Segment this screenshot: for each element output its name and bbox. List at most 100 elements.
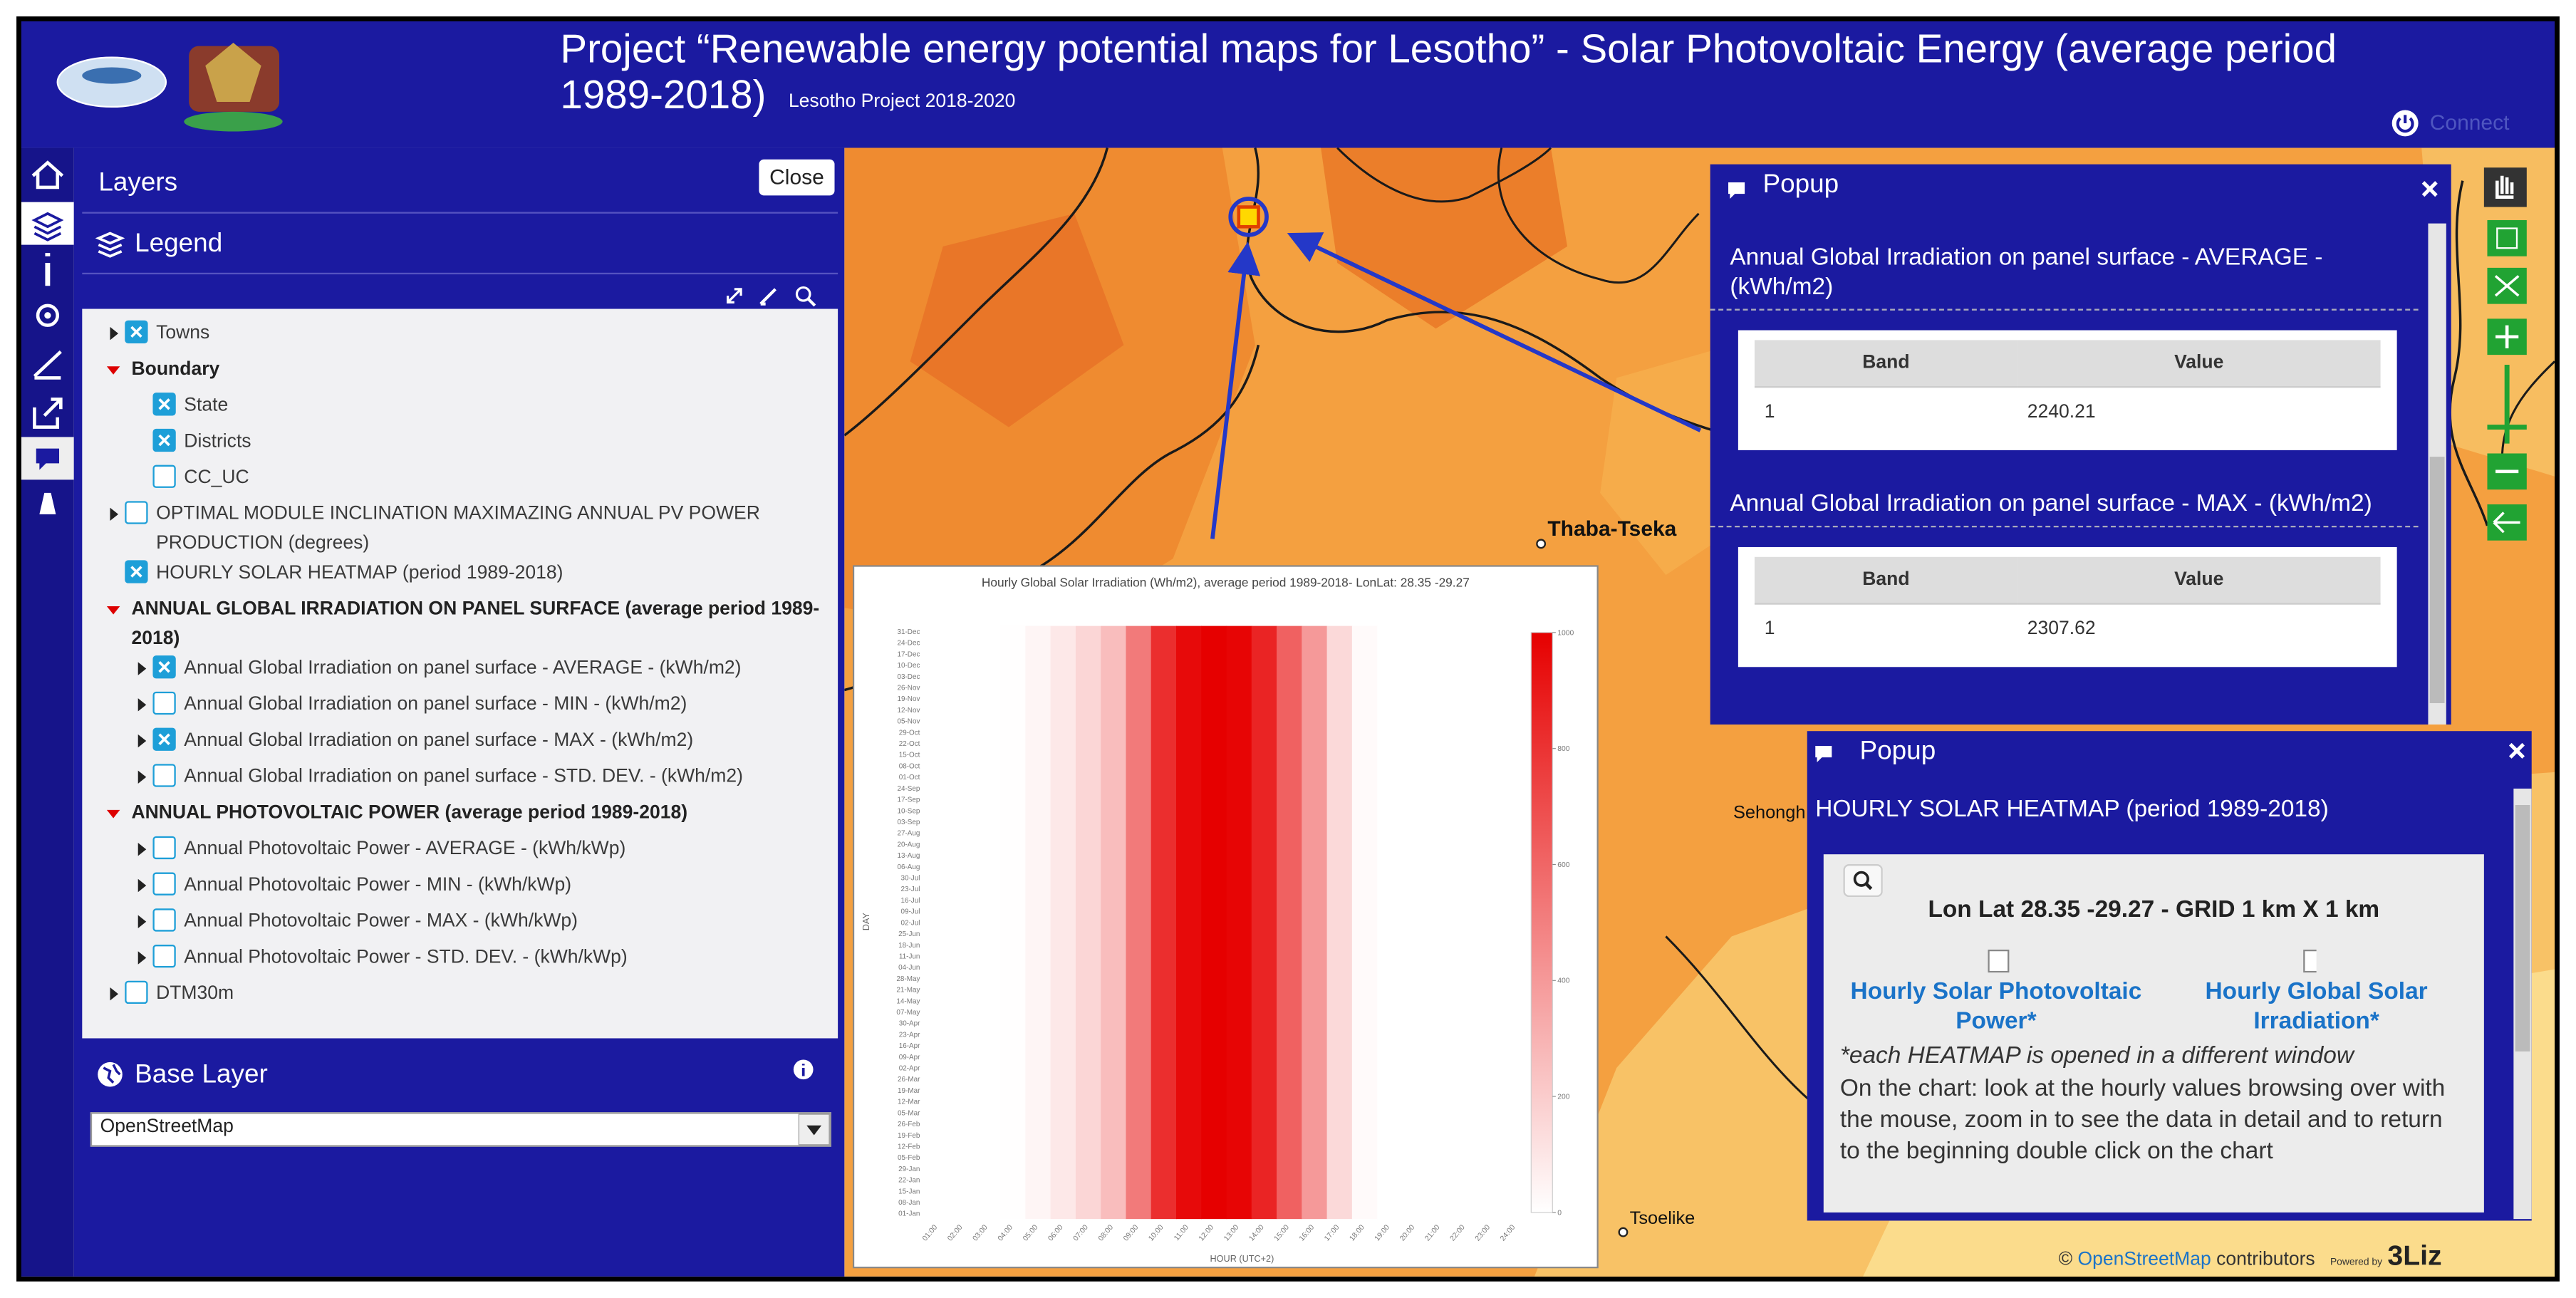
share-icon[interactable]: [33, 398, 63, 429]
popup-close[interactable]: [2508, 742, 2525, 759]
checkbox[interactable]: [125, 560, 148, 583]
connect-icon-glyph: [2396, 115, 2414, 133]
expander[interactable]: [135, 654, 152, 684]
layer-row: Towns: [107, 318, 838, 355]
checkbox[interactable]: [152, 428, 176, 452]
checkbox[interactable]: [152, 945, 176, 968]
expand-all-icon[interactable]: [726, 288, 742, 303]
zoom-button[interactable]: [1843, 864, 1883, 898]
layer-row: Annual Global Irradiation on panel surfa…: [135, 726, 838, 762]
layer-label: ANNUAL GLOBAL IRRADIATION ON PANEL SURFA…: [131, 599, 820, 649]
subtitle: Lesotho Project 2018-2020: [788, 92, 1016, 112]
checkbox[interactable]: [152, 691, 176, 715]
layer-label: ANNUAL PHOTOVOLTAIC POWER (average perio…: [131, 803, 688, 824]
expander[interactable]: [106, 595, 125, 625]
info-icon[interactable]: [792, 1058, 815, 1081]
y-tick-label: 29-Jan: [898, 1165, 920, 1173]
checkbox[interactable]: [152, 764, 176, 787]
y-tick-label: 09-Apr: [899, 1054, 920, 1061]
check-mark: [158, 733, 170, 745]
expander[interactable]: [107, 318, 125, 348]
column-header: Band: [1754, 556, 2017, 604]
layer-label: Annual Global Irradiation on panel surfa…: [184, 658, 742, 679]
checkbox[interactable]: [125, 501, 148, 524]
result-table: Band Value 1 2240.21: [1754, 340, 2381, 437]
expander[interactable]: [106, 799, 125, 829]
measure-icon[interactable]: [33, 350, 62, 380]
check-cross: [158, 398, 170, 410]
scrollbar-thumb[interactable]: [2515, 804, 2530, 1052]
layer-label: DTM30m: [156, 984, 234, 1004]
heatmap-link[interactable]: Hourly Solar Photovoltaic Power*: [1850, 979, 2142, 1035]
expander[interactable]: [106, 355, 125, 385]
expander[interactable]: [135, 835, 152, 865]
osm-link[interactable]: OpenStreetMap: [2077, 1250, 2211, 1270]
checkbox[interactable]: [125, 980, 148, 1004]
heatmap-link[interactable]: Hourly Global Solar Irradiation*: [2205, 979, 2428, 1035]
layers-icon-active[interactable]: [21, 202, 74, 245]
y-tick-label: 12-Nov: [897, 707, 920, 715]
layer-row: Districts: [135, 427, 838, 464]
checkbox[interactable]: [152, 464, 176, 488]
expander[interactable]: [135, 762, 152, 792]
expander[interactable]: [107, 979, 125, 1009]
brand[interactable]: 3Liz: [2387, 1240, 2442, 1272]
zoom-slider[interactable]: [2487, 364, 2527, 444]
checkbox[interactable]: [152, 836, 176, 860]
y-tick-label: 30-Apr: [899, 1020, 920, 1028]
layer-label: Annual Photovoltaic Power - STD. DEV. - …: [184, 947, 628, 968]
close-button[interactable]: Close: [759, 159, 835, 196]
y-tick-label: 18-Jun: [898, 942, 920, 950]
x-axis-label: HOUR (UTC+2): [1210, 1254, 1274, 1264]
select-arrow[interactable]: [798, 1113, 830, 1146]
layer-row: HOURLY SOLAR HEATMAP (period 1989-2018): [107, 559, 838, 595]
y-tick-label: 10-Dec: [897, 662, 920, 670]
home-icon[interactable]: [31, 160, 64, 189]
heat-column: [1452, 625, 1478, 1220]
globe-glyph: [103, 1064, 121, 1084]
edit-icon[interactable]: [759, 288, 777, 306]
heat-column: [1226, 625, 1252, 1220]
checkbox[interactable]: [152, 872, 176, 895]
expander[interactable]: [107, 499, 125, 529]
base-layer-select[interactable]: [90, 1112, 831, 1147]
zoom-icon[interactable]: [795, 286, 811, 302]
heat-column: [1326, 625, 1353, 1220]
clicked-point[interactable]: [1237, 205, 1260, 229]
y-tick-label: 24-Sep: [897, 785, 920, 793]
icon-bar: [21, 147, 74, 1277]
colorbar-tick-label: 0: [1557, 1209, 1562, 1217]
connect-icon[interactable]: [2390, 108, 2420, 138]
y-tick-label: 19-Feb: [898, 1132, 920, 1140]
y-tick-label: 13-Aug: [897, 852, 920, 860]
connect-link[interactable]: Connect: [2429, 110, 2510, 135]
checkbox[interactable]: [152, 393, 176, 416]
scrollbar-thumb[interactable]: [2429, 457, 2445, 704]
zoom-box-button[interactable]: [2487, 220, 2527, 256]
checkbox[interactable]: [152, 655, 176, 679]
result-box: Band Value 1 2240.21: [1738, 330, 2397, 450]
popup: Popup Annual Global Irradiation on panel…: [1710, 164, 2451, 725]
popup-close[interactable]: [2421, 181, 2438, 197]
icon-bar-icons: [21, 160, 74, 514]
locate-icon[interactable]: [36, 303, 60, 327]
zoom-extent-icon: [2494, 275, 2520, 297]
y-tick-label: 24-Dec: [897, 640, 920, 648]
y-tick-label: 30-Jul: [900, 875, 920, 883]
check-cross: [158, 434, 170, 447]
road-icon[interactable]: [39, 492, 56, 514]
y-tick-label: 28-May: [896, 975, 920, 983]
heat-column: [1075, 625, 1101, 1220]
y-tick-label: 12-Mar: [898, 1099, 920, 1106]
checkbox[interactable]: [152, 908, 176, 932]
expander[interactable]: [135, 943, 152, 973]
expander[interactable]: [135, 907, 152, 937]
layers-title: Layers: [98, 169, 178, 197]
expander[interactable]: [135, 871, 152, 900]
checkbox[interactable]: [125, 320, 148, 343]
checkbox[interactable]: [152, 727, 176, 751]
place-dot: [1618, 1227, 1629, 1237]
zoom-in-icon: [2495, 325, 2519, 348]
expander[interactable]: [135, 690, 152, 720]
expander[interactable]: [135, 726, 152, 756]
